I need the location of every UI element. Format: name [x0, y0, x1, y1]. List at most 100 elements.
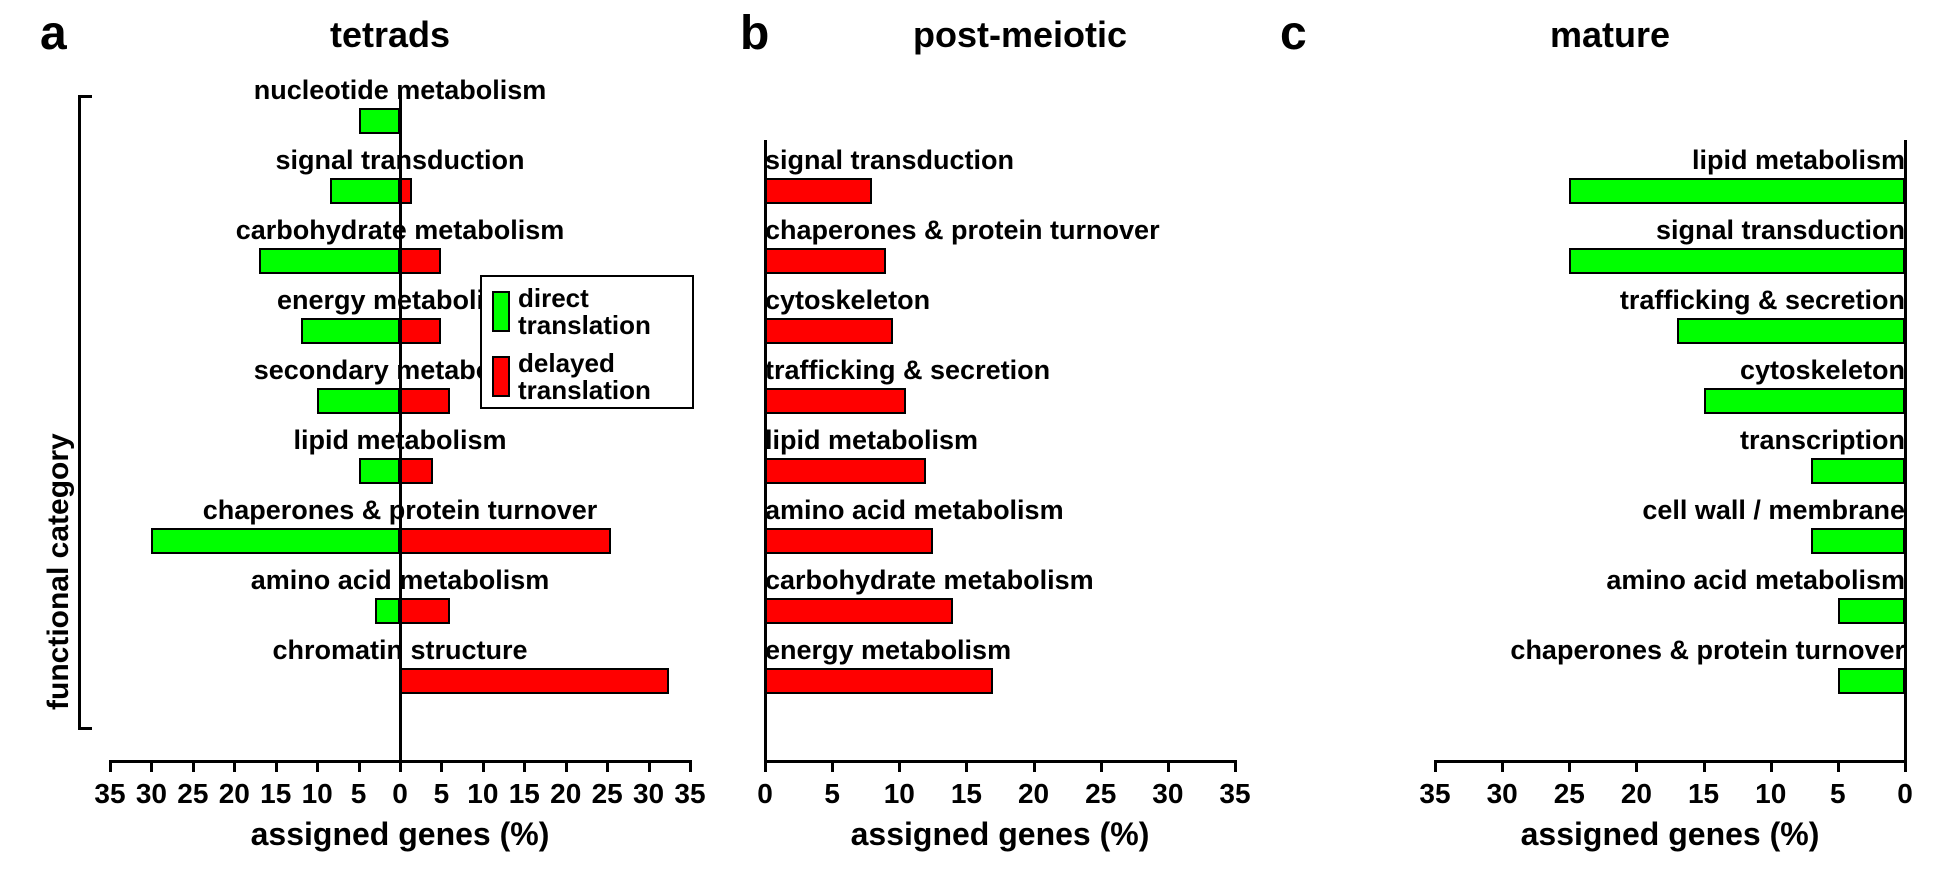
x-tick — [440, 760, 443, 772]
bar-direct — [1569, 178, 1905, 204]
x-tick — [1100, 760, 1103, 772]
bar-direct — [1838, 598, 1905, 624]
bar-direct — [359, 458, 400, 484]
bar-delayed — [765, 528, 933, 554]
panel-title-c: mature — [1360, 14, 1860, 56]
bar-delayed — [765, 178, 872, 204]
x-axis-title: assigned genes (%) — [200, 816, 600, 853]
bar-direct — [375, 598, 400, 624]
bar-direct — [317, 388, 400, 414]
x-axis-title: assigned genes (%) — [1470, 816, 1870, 853]
category-label: signal transduction — [765, 145, 1014, 176]
category-label: energy metabolism — [765, 635, 1011, 666]
x-tick — [1568, 760, 1571, 772]
category-label: signal transduction — [1656, 215, 1905, 246]
bar-delayed — [400, 388, 450, 414]
x-tick — [1904, 760, 1907, 772]
x-axis-line — [1435, 760, 1905, 763]
category-label: chromatin structure — [90, 635, 710, 666]
category-label: lipid metabolism — [765, 425, 978, 456]
bar-delayed — [765, 668, 993, 694]
x-tick — [1434, 760, 1437, 772]
figure-root: atetradsbpost-meioticcmaturefunctional c… — [0, 0, 1946, 874]
x-tick — [523, 760, 526, 772]
x-tick-label: 0 — [740, 778, 790, 810]
x-tick — [233, 760, 236, 772]
bar-delayed — [765, 388, 906, 414]
x-tick-label: 25 — [1076, 778, 1126, 810]
bar-direct — [1569, 248, 1905, 274]
x-tick — [606, 760, 609, 772]
x-tick — [1837, 760, 1840, 772]
x-tick — [316, 760, 319, 772]
x-tick — [358, 760, 361, 772]
x-tick-label: 10 — [1746, 778, 1796, 810]
x-tick — [1501, 760, 1504, 772]
x-tick — [1635, 760, 1638, 772]
bar-delayed — [765, 318, 893, 344]
category-label: cytoskeleton — [765, 285, 930, 316]
x-tick — [1234, 760, 1237, 772]
x-tick — [399, 760, 402, 772]
bar-delayed — [400, 248, 441, 274]
bar-direct — [1704, 388, 1905, 414]
x-tick — [275, 760, 278, 772]
x-tick-label: 35 — [665, 778, 715, 810]
x-tick-label: 10 — [874, 778, 924, 810]
x-axis-title: assigned genes (%) — [800, 816, 1200, 853]
x-tick-label: 35 — [1410, 778, 1460, 810]
x-tick-label: 5 — [1813, 778, 1863, 810]
bar-direct — [1677, 318, 1905, 344]
bar-direct — [1811, 458, 1905, 484]
panel-letter-c: c — [1280, 6, 1307, 61]
category-label: trafficking & secretion — [1620, 285, 1905, 316]
category-label: chaperones & protein turnover — [90, 495, 710, 526]
category-label: carbohydrate metabolism — [90, 215, 710, 246]
x-tick-label: 20 — [1009, 778, 1059, 810]
category-label: amino acid metabolism — [90, 565, 710, 596]
legend-swatch-direct — [492, 291, 510, 332]
category-label: trafficking & secretion — [765, 355, 1050, 386]
panel-letter-b: b — [740, 6, 769, 61]
x-tick-label: 5 — [807, 778, 857, 810]
x-tick — [1703, 760, 1706, 772]
x-tick — [565, 760, 568, 772]
category-label: amino acid metabolism — [765, 495, 1064, 526]
panel-title-b: post-meiotic — [770, 14, 1270, 56]
x-tick — [482, 760, 485, 772]
bar-direct — [330, 178, 400, 204]
bar-direct — [301, 318, 400, 344]
x-tick-label: 35 — [1210, 778, 1260, 810]
category-label: signal transduction — [90, 145, 710, 176]
legend: directtranslationdelayedtranslation — [480, 275, 694, 409]
category-label: nucleotide metabolism — [90, 75, 710, 106]
bar-delayed — [400, 668, 669, 694]
bar-delayed — [400, 318, 441, 344]
bar-delayed — [765, 458, 926, 484]
bar-direct — [359, 108, 400, 134]
x-tick — [764, 760, 767, 772]
x-tick — [109, 760, 112, 772]
category-label: amino acid metabolism — [1606, 565, 1905, 596]
x-tick — [965, 760, 968, 772]
x-tick — [1167, 760, 1170, 772]
category-label: cell wall / membrane — [1642, 495, 1905, 526]
bar-delayed — [765, 248, 886, 274]
x-tick-label: 30 — [1143, 778, 1193, 810]
bar-delayed — [400, 178, 412, 204]
category-label: cytoskeleton — [1740, 355, 1905, 386]
panel-title-a: tetrads — [140, 14, 640, 56]
bar-delayed — [765, 598, 953, 624]
category-label: chaperones & protein turnover — [765, 215, 1160, 246]
x-tick-label: 20 — [1611, 778, 1661, 810]
bar-delayed — [400, 598, 450, 624]
bar-delayed — [400, 528, 611, 554]
bar-delayed — [400, 458, 433, 484]
category-label: carbohydrate metabolism — [765, 565, 1094, 596]
legend-label-direct: directtranslation — [518, 285, 651, 340]
x-axis-line — [765, 760, 1235, 763]
category-label: transcription — [1740, 425, 1905, 456]
x-tick — [150, 760, 153, 772]
category-label: lipid metabolism — [90, 425, 710, 456]
x-tick-label: 0 — [1880, 778, 1930, 810]
